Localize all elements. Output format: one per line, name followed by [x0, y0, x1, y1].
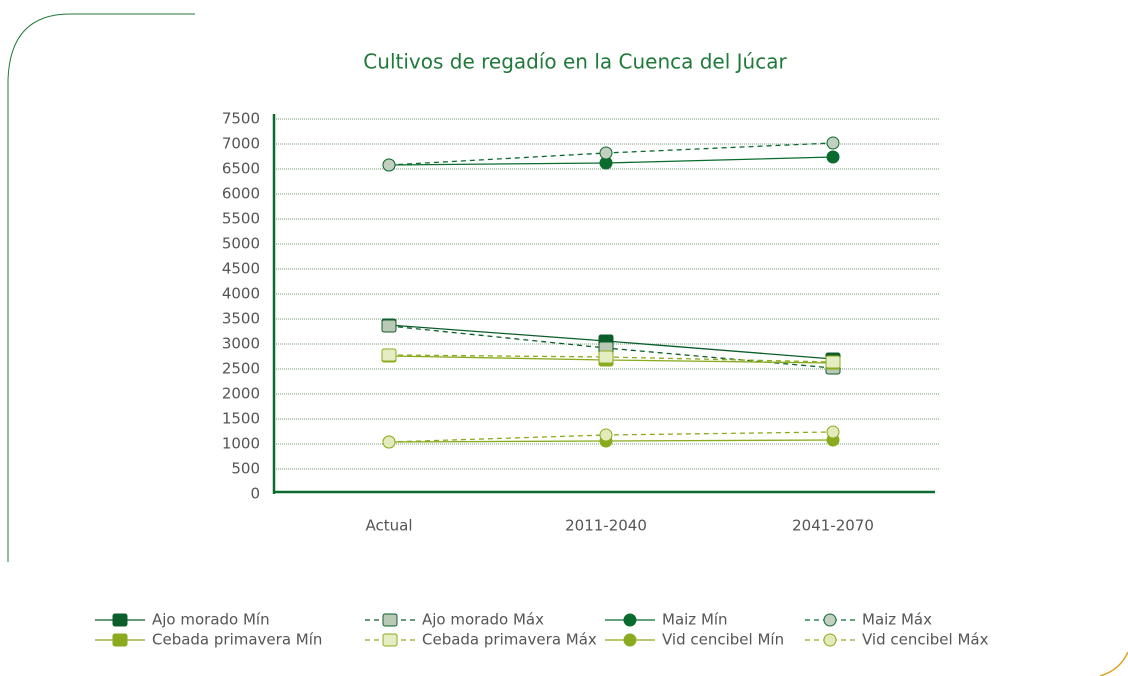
legend-label: Maiz Máx — [862, 611, 932, 629]
data-point — [382, 435, 396, 449]
y-tick-label: 4000 — [222, 285, 260, 303]
x-tick-label: 2041-2070 — [792, 517, 874, 535]
y-tick-label: 5000 — [222, 235, 260, 253]
chart-title: Cultivos de regadío en la Cuenca del Júc… — [363, 50, 787, 74]
legend-marker — [623, 613, 637, 627]
data-point — [381, 319, 397, 333]
y-tick-label: 6000 — [222, 185, 260, 203]
legend-marker — [623, 633, 637, 647]
data-point — [826, 425, 840, 439]
legend-marker — [112, 633, 128, 647]
y-tick-label: 2000 — [222, 385, 260, 403]
legend-label: Ajo morado Máx — [422, 611, 544, 629]
data-point — [599, 428, 613, 442]
y-tick-label: 5500 — [222, 210, 260, 228]
y-tick-label: 1000 — [222, 435, 260, 453]
legend-marker — [112, 613, 128, 627]
y-tick-label: 4500 — [222, 260, 260, 278]
legend-marker — [382, 613, 398, 627]
legend-label: Vid cencibel Máx — [862, 631, 989, 649]
data-point — [825, 355, 841, 369]
y-tick-label: 3500 — [222, 310, 260, 328]
y-tick-label: 2500 — [222, 360, 260, 378]
y-tick-label: 6500 — [222, 160, 260, 178]
legend-marker — [823, 613, 837, 627]
legend-marker — [382, 633, 398, 647]
y-tick-label: 0 — [250, 485, 260, 503]
decor-frame — [7, 13, 195, 562]
legend-label: Maiz Mín — [662, 611, 728, 629]
x-tick-label: 2011-2040 — [565, 517, 647, 535]
data-point — [382, 158, 396, 172]
data-point — [826, 150, 840, 164]
y-tick-label: 3000 — [222, 335, 260, 353]
legend-label: Vid cencibel Mín — [662, 631, 784, 649]
data-point — [599, 146, 613, 160]
data-point — [381, 348, 397, 362]
data-point — [826, 136, 840, 150]
legend-marker — [823, 633, 837, 647]
y-tick-label: 7000 — [222, 135, 260, 153]
y-tick-label: 7500 — [222, 110, 260, 128]
legend-label: Ajo morado Mín — [152, 611, 270, 629]
legend-label: Cebada primavera Mín — [152, 631, 322, 649]
decor-corner — [1099, 651, 1128, 676]
y-tick-label: 500 — [231, 460, 260, 478]
y-tick-label: 1500 — [222, 410, 260, 428]
x-tick-label: Actual — [366, 517, 413, 535]
legend-label: Cebada primavera Máx — [422, 631, 597, 649]
data-point — [598, 350, 614, 364]
